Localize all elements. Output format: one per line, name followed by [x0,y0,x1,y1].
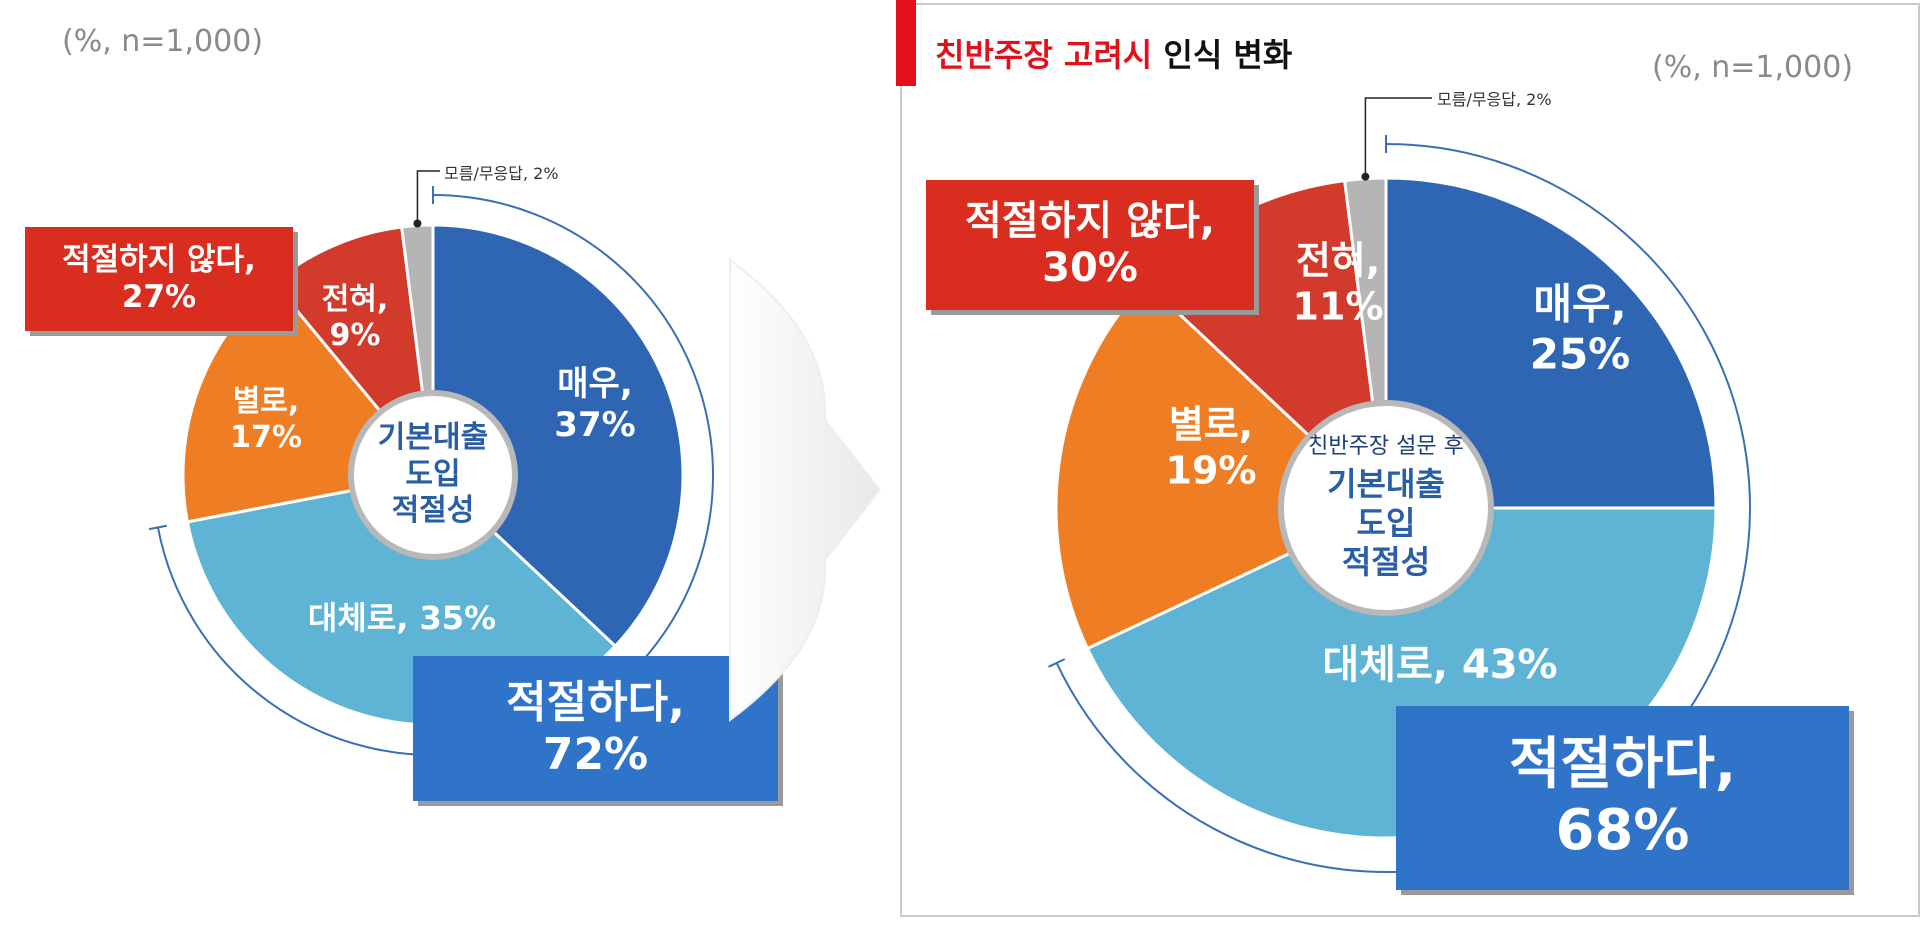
right-slice-label-not-much: 별로, 19% [1165,402,1257,492]
left-positive-callout: 적절하다, 72% [413,656,778,801]
transition-arrow-icon [729,258,882,722]
right-chart-title: 친반주장 고려시 인식 변화 [935,36,1293,74]
left-dk-leader-line [416,170,440,224]
left-center-hub [348,390,518,560]
right-dk-leader-line [1364,97,1432,177]
right-positive-bracket [1055,143,1751,873]
right-dk-label: 모름/무응답, 2% [1437,90,1552,109]
title-accent-bar [896,0,916,86]
left-slice-label-not-much: 별로, 17% [230,384,302,455]
left-positive-bracket [156,194,714,756]
right-note: (%, n=1,000) [1652,50,1854,85]
left-negative-callout: 적절하지 않다, 27% [25,227,293,331]
right-center-hub [1278,400,1494,616]
right-slice-label-very: 매우, 25% [1529,279,1631,379]
left-slice-label-mostly: 대체로, 35% [307,598,497,637]
right-center-label: 친반주장 설문 후 기본대출 도입 적절성 [1308,434,1464,581]
left-note: (%, n=1,000) [62,24,264,59]
right-negative-callout: 적절하지 않다, 30% [926,180,1254,310]
left-dk-label: 모름/무응답, 2% [444,164,559,183]
right-slice-label-mostly: 대체로, 43% [1322,642,1558,688]
right-slice-label-never: 전혀, 11% [1292,238,1384,328]
left-bracket-tick-1 [148,524,167,531]
left-slice-label-never: 전혀, 9% [321,282,389,353]
right-positive-callout: 적절하다, 68% [1396,706,1849,890]
left-center-label: 기본대출 도입 적절성 [377,420,489,529]
left-slice-label-very: 매우, 37% [554,364,636,445]
right-bracket-tick-1 [1048,658,1066,668]
